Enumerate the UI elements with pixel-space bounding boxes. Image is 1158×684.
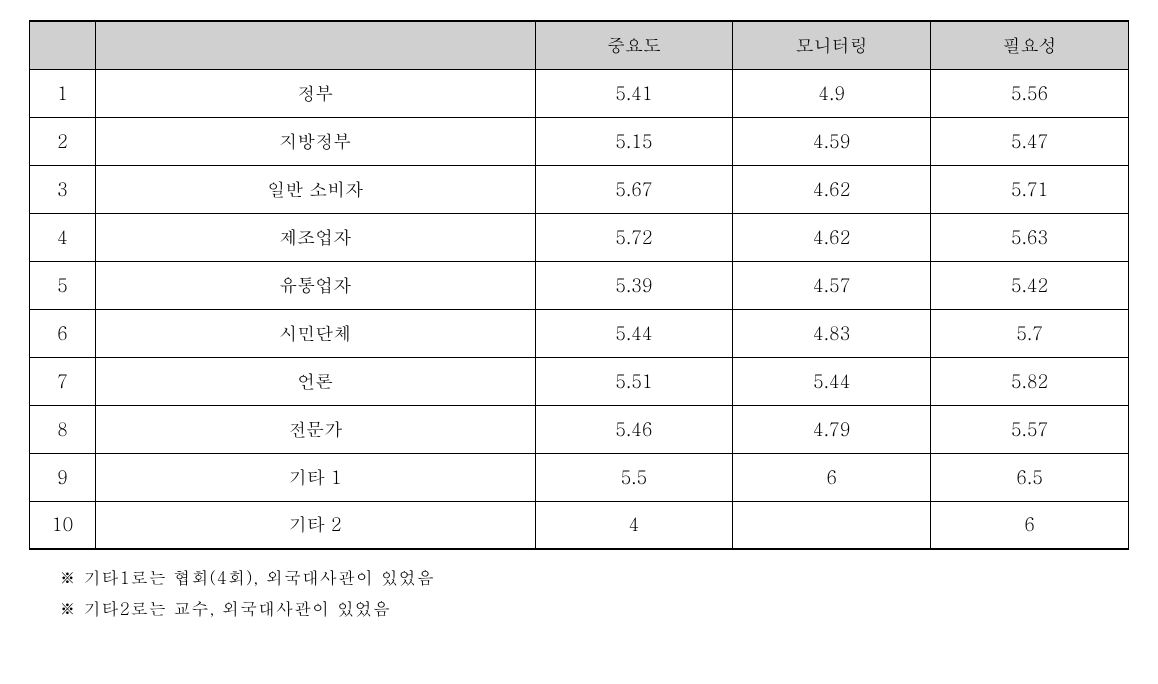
table-row: 8 전문가 5.46 4.79 5.57 (30, 405, 1129, 453)
table-row: 4 제조업자 5.72 4.62 5.63 (30, 213, 1129, 261)
cell-importance: 5.46 (535, 405, 733, 453)
header-importance: 중요도 (535, 21, 733, 69)
cell-monitoring (733, 501, 931, 549)
table-row: 3 일반 소비자 5.67 4.62 5.71 (30, 165, 1129, 213)
cell-importance: 5.72 (535, 213, 733, 261)
cell-index: 3 (30, 165, 96, 213)
cell-importance: 5.51 (535, 357, 733, 405)
cell-importance: 5.39 (535, 261, 733, 309)
cell-index: 7 (30, 357, 96, 405)
cell-necessity: 5.47 (931, 117, 1129, 165)
cell-category: 일반 소비자 (95, 165, 535, 213)
cell-index: 4 (30, 213, 96, 261)
header-monitoring: 모니터링 (733, 21, 931, 69)
cell-necessity: 5.71 (931, 165, 1129, 213)
cell-necessity: 5.7 (931, 309, 1129, 357)
cell-index: 8 (30, 405, 96, 453)
cell-monitoring: 4.83 (733, 309, 931, 357)
cell-importance: 5.44 (535, 309, 733, 357)
table-row: 1 정부 5.41 4.9 5.56 (30, 69, 1129, 117)
table-row: 9 기타 1 5.5 6 6.5 (30, 453, 1129, 501)
header-necessity: 필요성 (931, 21, 1129, 69)
cell-necessity: 6 (931, 501, 1129, 549)
cell-monitoring: 4.62 (733, 213, 931, 261)
table-container: 중요도 모니터링 필요성 1 정부 5.41 4.9 5.56 2 지방정부 5… (29, 20, 1129, 623)
cell-index: 9 (30, 453, 96, 501)
cell-monitoring: 4.79 (733, 405, 931, 453)
footnote-section: ※ 기타1로는 협회(4회), 외국대사관이 있었음 ※ 기타2로는 교수, 외… (29, 562, 1129, 623)
cell-category: 제조업자 (95, 213, 535, 261)
cell-category: 언론 (95, 357, 535, 405)
footnote-2: ※ 기타2로는 교수, 외국대사관이 있었음 (59, 593, 1129, 624)
cell-necessity: 5.82 (931, 357, 1129, 405)
table-row: 7 언론 5.51 5.44 5.82 (30, 357, 1129, 405)
cell-category: 지방정부 (95, 117, 535, 165)
cell-importance: 4 (535, 501, 733, 549)
header-index (30, 21, 96, 69)
table-row: 6 시민단체 5.44 4.83 5.7 (30, 309, 1129, 357)
cell-necessity: 5.56 (931, 69, 1129, 117)
cell-monitoring: 4.62 (733, 165, 931, 213)
cell-monitoring: 4.57 (733, 261, 931, 309)
footnote-1: ※ 기타1로는 협회(4회), 외국대사관이 있었음 (59, 562, 1129, 593)
cell-importance: 5.15 (535, 117, 733, 165)
cell-importance: 5.41 (535, 69, 733, 117)
cell-monitoring: 4.9 (733, 69, 931, 117)
cell-index: 2 (30, 117, 96, 165)
cell-necessity: 5.63 (931, 213, 1129, 261)
cell-category: 정부 (95, 69, 535, 117)
cell-monitoring: 6 (733, 453, 931, 501)
table-row: 5 유통업자 5.39 4.57 5.42 (30, 261, 1129, 309)
cell-monitoring: 4.59 (733, 117, 931, 165)
cell-index: 10 (30, 501, 96, 549)
data-table: 중요도 모니터링 필요성 1 정부 5.41 4.9 5.56 2 지방정부 5… (29, 20, 1129, 550)
cell-index: 6 (30, 309, 96, 357)
table-body: 1 정부 5.41 4.9 5.56 2 지방정부 5.15 4.59 5.47… (30, 69, 1129, 549)
cell-category: 시민단체 (95, 309, 535, 357)
cell-category: 전문가 (95, 405, 535, 453)
table-header-row: 중요도 모니터링 필요성 (30, 21, 1129, 69)
table-row: 10 기타 2 4 6 (30, 501, 1129, 549)
cell-index: 5 (30, 261, 96, 309)
cell-index: 1 (30, 69, 96, 117)
table-row: 2 지방정부 5.15 4.59 5.47 (30, 117, 1129, 165)
cell-necessity: 5.57 (931, 405, 1129, 453)
cell-category: 기타 1 (95, 453, 535, 501)
header-category (95, 21, 535, 69)
cell-importance: 5.5 (535, 453, 733, 501)
cell-category: 기타 2 (95, 501, 535, 549)
cell-monitoring: 5.44 (733, 357, 931, 405)
cell-importance: 5.67 (535, 165, 733, 213)
cell-necessity: 6.5 (931, 453, 1129, 501)
cell-necessity: 5.42 (931, 261, 1129, 309)
cell-category: 유통업자 (95, 261, 535, 309)
